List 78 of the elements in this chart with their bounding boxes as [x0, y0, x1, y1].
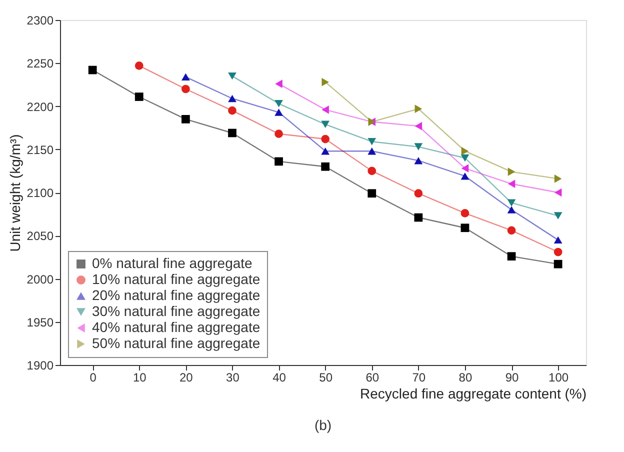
point: [460, 172, 470, 180]
point: [322, 78, 329, 86]
point: [414, 143, 423, 150]
y-tick-label: 2100: [26, 186, 54, 200]
point: [321, 162, 330, 171]
y-tick-label: 1950: [26, 315, 54, 330]
point: [182, 115, 190, 124]
point: [182, 73, 190, 81]
point: [414, 122, 422, 130]
legend-label: 20% natural fine aggregate: [92, 287, 260, 303]
point: [274, 130, 283, 138]
point: [228, 94, 236, 102]
x-tick-label: 40: [272, 370, 286, 384]
y-tick-label: 2000: [26, 272, 54, 286]
point: [228, 72, 236, 80]
point: [414, 189, 423, 198]
legend-label: 30% natural fine aggregate: [92, 303, 260, 319]
point: [554, 236, 562, 244]
point: [460, 209, 470, 218]
point: [368, 189, 376, 198]
y-tick-label: 2050: [26, 229, 54, 244]
point: [228, 128, 236, 138]
point: [228, 106, 236, 115]
point: [274, 108, 283, 116]
x-tick-label: 30: [226, 370, 240, 384]
point: [461, 146, 469, 156]
legend-label: 50% natural fine aggregate: [92, 335, 260, 351]
point: [274, 100, 283, 108]
y-tick-label: 2200: [26, 100, 54, 114]
point: [507, 226, 516, 235]
y-axis-title: Unit weight (kg/m³): [6, 134, 23, 252]
point: [321, 120, 330, 128]
point: [554, 248, 562, 256]
point: [414, 104, 422, 114]
point: [554, 260, 562, 268]
point: [460, 224, 470, 232]
point: [134, 92, 144, 101]
x-tick-label: 70: [412, 370, 426, 384]
point: [134, 62, 144, 70]
x-tick-label: 90: [505, 370, 520, 384]
legend-label: 10% natural fine aggregate: [92, 271, 260, 287]
point: [508, 180, 516, 188]
x-tick-label: 20: [180, 370, 194, 384]
point: [414, 156, 423, 164]
point: [182, 84, 190, 94]
text: (b): [314, 417, 332, 433]
point: [554, 188, 562, 197]
point: [368, 147, 376, 155]
x-tick-label: 10: [132, 370, 147, 384]
point: [507, 252, 516, 261]
y-tick-label: 2300: [26, 14, 54, 28]
point: [322, 106, 329, 114]
legend-label: 0% natural fine aggregate: [92, 255, 253, 271]
point: [554, 212, 562, 220]
legend-label: 40% natural fine aggregate: [92, 319, 260, 335]
point: [507, 206, 516, 214]
x-tick-label: 60: [366, 370, 380, 384]
point: [508, 168, 516, 176]
point: [368, 166, 376, 176]
x-tick-label: 100: [548, 370, 569, 384]
y-tick-label: 1900: [26, 358, 54, 372]
point: [321, 147, 330, 155]
y-tick-label: 2150: [26, 142, 54, 157]
point: [554, 174, 562, 183]
point: [460, 154, 470, 162]
point: [88, 66, 97, 74]
point: [507, 199, 516, 206]
point: [368, 138, 376, 146]
point: [414, 213, 423, 222]
point: [275, 80, 282, 88]
x-axis-title: Recycled fine aggregate content (%): [360, 386, 586, 402]
point: [274, 157, 283, 166]
x-tick-label: 0: [90, 370, 97, 384]
x-tick-label: 80: [458, 370, 472, 384]
point: [321, 134, 330, 144]
point: [461, 164, 469, 173]
x-tick-label: 50: [319, 370, 333, 384]
y-tick-label: 2250: [26, 56, 54, 71]
